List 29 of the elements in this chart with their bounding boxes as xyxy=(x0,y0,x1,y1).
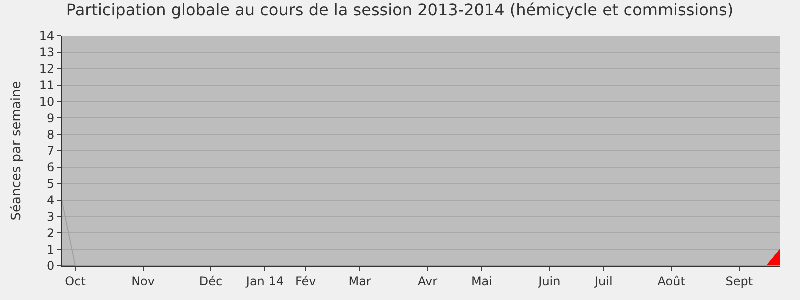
x-tick-label: Avr xyxy=(418,274,438,288)
y-tick-label: 13 xyxy=(39,46,55,60)
x-tick-label: Jan 14 xyxy=(245,274,284,288)
y-tick-label: 10 xyxy=(39,94,55,109)
x-tick-label: Déc xyxy=(199,274,223,288)
y-tick-label: 2 xyxy=(46,226,55,240)
y-tick-label: 4 xyxy=(46,193,55,208)
x-tick-label: Sept xyxy=(726,274,754,288)
y-tick-label: 9 xyxy=(46,111,55,126)
x-tick-label: Mar xyxy=(348,274,372,288)
y-tick-label: 12 xyxy=(39,62,55,76)
chart-title: Participation globale au cours de la session 2013-2014 (hémicycle et commissions) xyxy=(66,0,734,20)
y-tick-label: 0 xyxy=(46,259,55,274)
x-tick-label: Août xyxy=(658,274,686,288)
y-tick-label: 11 xyxy=(39,78,55,92)
x-tick-label: Oct xyxy=(65,274,86,288)
x-tick-label: Juin xyxy=(538,274,561,288)
x-tick-label: Juil xyxy=(594,274,613,288)
y-tick-label: 14 xyxy=(39,29,55,44)
y-tick-label: 3 xyxy=(46,210,55,224)
y-tick-label: 5 xyxy=(46,177,55,192)
y-tick-label: 7 xyxy=(46,144,55,158)
x-tick-label: Nov xyxy=(132,274,155,288)
y-axis-title: Séances par semaine xyxy=(9,81,24,221)
y-tick-label: 8 xyxy=(46,128,55,142)
x-tick-label: Mai xyxy=(471,274,492,288)
y-tick-label: 1 xyxy=(46,242,55,257)
x-tick-label: Fév xyxy=(295,274,316,288)
y-tick-label: 6 xyxy=(46,160,55,175)
